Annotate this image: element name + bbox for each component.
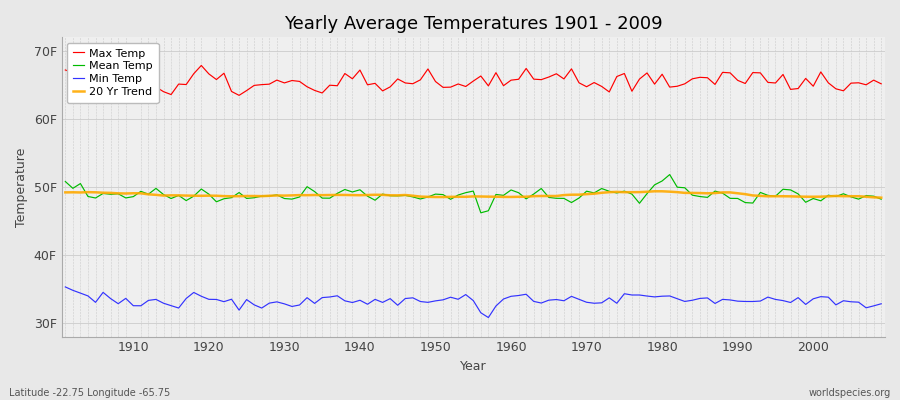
- Min Temp: [286, 304, 297, 309]
- Mean Temp: [60, 179, 71, 184]
- Max Temp: [121, 97, 131, 102]
- 20 Yr Trend: [60, 190, 71, 195]
- Mean Temp: [121, 196, 131, 200]
- Min Temp: [876, 301, 886, 306]
- 20 Yr Trend: [332, 192, 343, 197]
- Line: Max Temp: Max Temp: [66, 66, 881, 99]
- Legend: Max Temp, Mean Temp, Min Temp, 20 Yr Trend: Max Temp, Mean Temp, Min Temp, 20 Yr Tre…: [68, 43, 158, 103]
- 20 Yr Trend: [286, 193, 297, 198]
- Max Temp: [521, 66, 532, 71]
- Min Temp: [121, 296, 131, 301]
- Max Temp: [347, 76, 358, 81]
- Mean Temp: [513, 190, 524, 195]
- Mean Temp: [286, 197, 297, 202]
- Max Temp: [611, 74, 622, 79]
- Min Temp: [604, 296, 615, 300]
- Min Temp: [506, 294, 517, 299]
- 20 Yr Trend: [121, 191, 131, 196]
- 20 Yr Trend: [649, 189, 660, 194]
- 20 Yr Trend: [597, 190, 608, 195]
- Min Temp: [483, 315, 494, 320]
- Max Temp: [196, 63, 207, 68]
- Title: Yearly Average Temperatures 1901 - 2009: Yearly Average Temperatures 1901 - 2009: [284, 15, 662, 33]
- Max Temp: [60, 68, 71, 72]
- Mean Temp: [604, 189, 615, 194]
- 20 Yr Trend: [876, 195, 886, 200]
- Mean Temp: [876, 197, 886, 202]
- Max Temp: [513, 77, 524, 82]
- Min Temp: [60, 284, 71, 289]
- Text: worldspecies.org: worldspecies.org: [809, 388, 891, 398]
- Mean Temp: [475, 210, 486, 215]
- 20 Yr Trend: [506, 194, 517, 199]
- Max Temp: [876, 82, 886, 86]
- 20 Yr Trend: [498, 194, 508, 199]
- Mean Temp: [506, 188, 517, 192]
- Line: Min Temp: Min Temp: [66, 287, 881, 318]
- Mean Temp: [664, 172, 675, 177]
- Min Temp: [513, 293, 524, 298]
- X-axis label: Year: Year: [460, 360, 487, 373]
- Line: Mean Temp: Mean Temp: [66, 174, 881, 213]
- Min Temp: [332, 293, 343, 298]
- Mean Temp: [332, 191, 343, 196]
- Text: Latitude -22.75 Longitude -65.75: Latitude -22.75 Longitude -65.75: [9, 388, 170, 398]
- Max Temp: [128, 85, 139, 90]
- Y-axis label: Temperature: Temperature: [15, 147, 28, 227]
- Max Temp: [302, 84, 312, 89]
- Line: 20 Yr Trend: 20 Yr Trend: [66, 191, 881, 198]
